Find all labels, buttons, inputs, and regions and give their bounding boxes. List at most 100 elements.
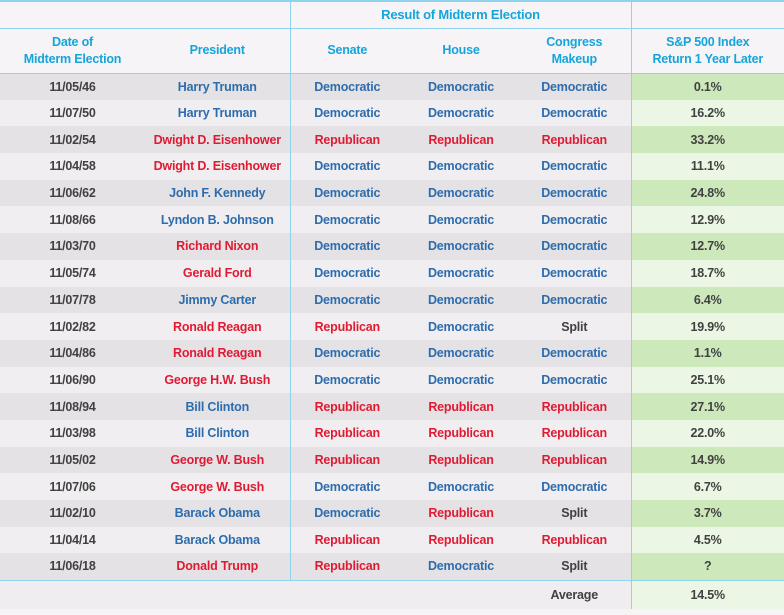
- senate-cell: Democratic: [289, 286, 404, 314]
- date-cell: 11/05/46: [49, 79, 96, 94]
- table-row: 11/04/14 Barack Obama Republican Republican…: [0, 526, 784, 554]
- president-cell: Barack Obama: [174, 506, 260, 521]
- table-row: 11/04/86 Ronald Reagan Democratic Democrati…: [0, 339, 784, 367]
- group-header-row: Result of Midterm Election: [0, 1, 784, 29]
- col-header-senate: Senate: [289, 28, 404, 74]
- house-cell: Republican: [428, 452, 494, 467]
- date-cell: 11/02/10: [49, 506, 96, 521]
- house-cell: Democratic: [427, 159, 495, 174]
- date-cell: 11/04/58: [49, 159, 96, 174]
- senate-cell: Democratic: [289, 206, 404, 234]
- house-cell: Democratic: [427, 79, 495, 94]
- president-cell: Lyndon B. Johnson: [160, 212, 274, 227]
- col-header-house: House: [404, 28, 518, 74]
- date-cell: 11/03/98: [49, 426, 96, 441]
- president-cell: George H.W. Bush: [164, 372, 271, 387]
- president-cell: Bill Clinton: [185, 426, 250, 441]
- date-cell: 11/07/50: [49, 106, 96, 121]
- house-cell: Democratic: [427, 212, 495, 227]
- senate-cell: Democratic: [289, 473, 404, 500]
- house-cell: Democratic: [427, 186, 495, 201]
- congress-makeup-cell: Republican: [541, 426, 608, 441]
- date-cell: 11/05/02: [49, 452, 96, 467]
- house-cell: Republican: [428, 533, 494, 548]
- date-cell: 11/02/54: [49, 132, 96, 147]
- table-row: 11/07/06 George W. Bush Democratic Democrat…: [0, 473, 784, 500]
- return-cell: 0.1%: [630, 73, 784, 100]
- president-cell: Donald Trump: [176, 559, 259, 574]
- date-cell: 11/03/70: [49, 239, 96, 254]
- house-cell: Democratic: [427, 479, 495, 494]
- col-header-date: Date of Midterm Election: [0, 28, 145, 74]
- return-cell: 12.7%: [630, 233, 784, 260]
- president-cell: Dwight D. Eisenhower: [153, 132, 281, 147]
- table-row: 11/05/02 George W. Bush Republican Republic…: [0, 446, 784, 474]
- house-cell: Democratic: [427, 239, 495, 254]
- president-cell: Harry Truman: [177, 79, 257, 94]
- return-cell: 22.0%: [630, 419, 784, 447]
- president-cell: Barack Obama: [174, 533, 260, 548]
- table-row: 11/05/46 Harry Truman Democratic Democratic…: [0, 73, 784, 100]
- date-cell: 11/08/66: [49, 212, 96, 227]
- senate-cell: Democratic: [289, 179, 404, 207]
- senate-cell: Democratic: [289, 366, 404, 394]
- col-header-date-line1: Date of: [52, 35, 93, 50]
- average-label: Average: [518, 579, 632, 610]
- senate-cell: Republican: [289, 419, 404, 447]
- house-cell: Democratic: [427, 346, 495, 361]
- congress-makeup-cell: Split: [561, 506, 588, 521]
- col-header-date-line2: Midterm Election: [23, 51, 122, 66]
- date-cell: 11/06/62: [49, 186, 96, 201]
- house-cell: Democratic: [427, 559, 495, 574]
- date-cell: 11/08/94: [49, 399, 96, 414]
- return-cell: 19.9%: [630, 313, 784, 340]
- senate-cell: Republican: [289, 526, 404, 554]
- date-cell: 11/04/14: [49, 533, 96, 548]
- president-cell: Ronald Reagan: [173, 346, 262, 361]
- congress-makeup-cell: Democratic: [541, 372, 608, 387]
- table-row: 11/06/90 George H.W. Bush Democratic Democr…: [0, 366, 784, 394]
- president-cell: Jimmy Carter: [178, 292, 256, 307]
- column-header-row: Date of Midterm Election President Senat…: [0, 28, 784, 74]
- senate-cell: Republican: [289, 553, 404, 581]
- return-cell: 14.9%: [630, 446, 784, 474]
- col-header-president: President: [145, 28, 290, 74]
- table-row: 11/03/98 Bill Clinton Republican Republican…: [0, 419, 784, 447]
- congress-makeup-cell: Republican: [541, 452, 608, 467]
- table-row: 11/02/10 Barack Obama Democratic Republican…: [0, 500, 784, 527]
- table-row: 11/06/62 John F. Kennedy Democratic Democra…: [0, 179, 784, 207]
- senate-cell: Democratic: [289, 339, 404, 367]
- congress-makeup-cell: Democratic: [541, 479, 608, 494]
- return-cell: 16.2%: [630, 99, 784, 127]
- president-cell: Richard Nixon: [176, 239, 259, 254]
- table-row: 11/02/82 Ronald Reagan Republican Democrati…: [0, 313, 784, 340]
- return-cell: 6.7%: [630, 473, 784, 500]
- house-cell: Democratic: [427, 319, 495, 334]
- president-cell: Harry Truman: [177, 106, 257, 121]
- group-header-spacer: [0, 1, 290, 29]
- group-header-title: Result of Midterm Election: [289, 1, 632, 29]
- return-cell: 1.1%: [630, 339, 784, 367]
- return-cell: 18.7%: [630, 259, 784, 287]
- col-header-sp500-return: S&P 500 Index Return 1 Year Later: [630, 28, 784, 74]
- senate-cell: Republican: [289, 393, 404, 420]
- congress-makeup-cell: Democratic: [541, 239, 608, 254]
- table-row: 11/08/66 Lyndon B. Johnson Democratic Democ…: [0, 206, 784, 234]
- return-cell: 25.1%: [630, 366, 784, 394]
- average-row: Average 14.5%: [0, 579, 784, 610]
- return-cell: 24.8%: [630, 179, 784, 207]
- table-row: 11/07/50 Harry Truman Democratic Democratic…: [0, 99, 784, 127]
- house-cell: Democratic: [427, 372, 495, 387]
- president-cell: Ronald Reagan: [173, 319, 262, 334]
- president-cell: George W. Bush: [170, 452, 265, 467]
- date-cell: 11/06/90: [49, 372, 96, 387]
- house-cell: Republican: [428, 132, 494, 147]
- house-cell: Democratic: [427, 292, 495, 307]
- congress-makeup-cell: Democratic: [541, 159, 608, 174]
- return-cell: 6.4%: [630, 286, 784, 314]
- group-header-spacer-right: [630, 1, 784, 29]
- congress-makeup-cell: Split: [561, 559, 588, 574]
- senate-cell: Republican: [289, 313, 404, 340]
- senate-cell: Republican: [289, 446, 404, 474]
